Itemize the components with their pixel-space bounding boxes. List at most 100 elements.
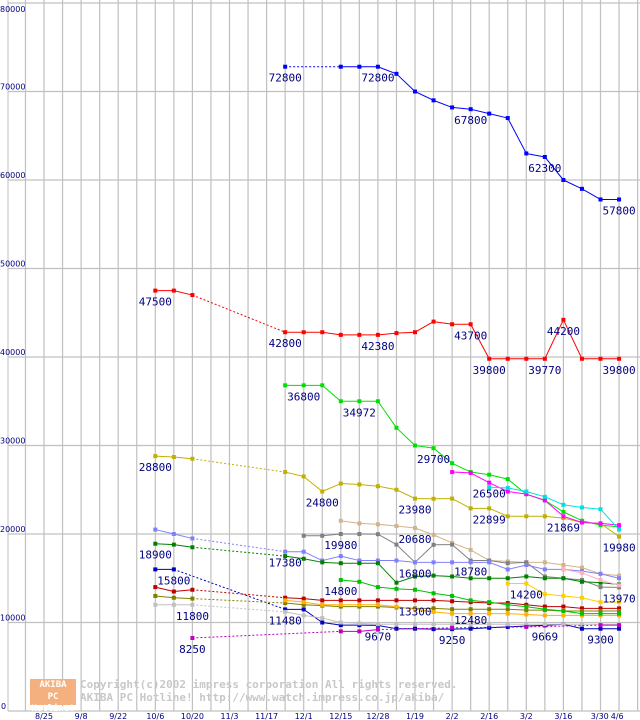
- series-6-point: [375, 522, 380, 527]
- series-8-point: [617, 576, 622, 581]
- series-8-point: [413, 560, 417, 565]
- series-2-point: [413, 443, 417, 448]
- series-9-point: [561, 576, 566, 581]
- series-16-point: [338, 602, 343, 607]
- series-14-point: [561, 622, 566, 627]
- series-2-point: [320, 383, 325, 388]
- series-11-point: [431, 627, 436, 632]
- series-2-point: [487, 472, 492, 477]
- series-3-point: [505, 514, 510, 519]
- series-7-segment: [489, 560, 508, 564]
- series-9-point: [320, 560, 325, 565]
- series-8-point: [431, 560, 436, 565]
- series-6-point: [542, 560, 547, 565]
- series-9-segment: [173, 544, 193, 548]
- series-9-segment: [581, 581, 601, 584]
- series-15-segment: [377, 627, 453, 631]
- data-label: 67800: [454, 114, 487, 127]
- series-9-point: [431, 573, 436, 578]
- series-16-segment: [285, 599, 304, 603]
- series-13-segment: [322, 605, 341, 608]
- series-13-point: [598, 608, 603, 613]
- series-0-point: [468, 107, 473, 112]
- data-label: 72800: [361, 72, 394, 85]
- series-11-point: [171, 567, 176, 572]
- series-12-segment: [563, 606, 582, 609]
- series-7-point: [598, 585, 603, 590]
- y-tick-label: 30000: [0, 437, 25, 446]
- series-8-point: [171, 532, 176, 536]
- series-5-segment: [507, 487, 527, 493]
- akiba-logo: AKIBA PC Hotline!: [30, 679, 76, 714]
- series-8-point: [598, 571, 603, 576]
- series-17-point: [617, 611, 622, 616]
- data-label: 19980: [324, 539, 357, 552]
- series-8-point: [190, 536, 195, 541]
- series-4-point: [524, 492, 529, 497]
- series-16-point: [375, 602, 380, 607]
- series-13-point: [171, 595, 176, 600]
- series-15-point: [338, 629, 343, 634]
- series-14-point: [468, 622, 473, 627]
- series-3-segment: [285, 471, 304, 477]
- series-13-point: [190, 596, 195, 601]
- data-label: 11800: [176, 610, 209, 623]
- series-6-segment: [396, 525, 416, 529]
- series-12-point: [171, 589, 176, 594]
- series-9-point: [357, 561, 362, 566]
- series-11-point: [338, 623, 343, 628]
- data-label: 47500: [139, 296, 172, 309]
- y-tick-label: 80000: [0, 5, 25, 14]
- y-tick-label: 40000: [0, 348, 25, 357]
- data-label: 36800: [287, 390, 320, 403]
- series-9-segment: [192, 546, 286, 557]
- series-13-segment: [155, 595, 174, 599]
- series-14-point: [375, 622, 380, 627]
- series-6-point: [468, 547, 473, 552]
- series-5-point: [579, 505, 584, 510]
- data-label: 39800: [473, 364, 506, 377]
- series-15-point: [617, 623, 622, 628]
- series-17-point: [561, 608, 566, 613]
- series-1-point: [171, 288, 176, 293]
- series-3-point: [338, 481, 343, 486]
- series-9-point: [413, 574, 417, 579]
- series-1-point: [301, 330, 306, 335]
- series-1-point: [413, 330, 417, 335]
- series-3-point: [301, 474, 306, 479]
- series-18-segment: [526, 583, 546, 595]
- series-16-point: [450, 611, 455, 616]
- series-0-point: [561, 178, 566, 182]
- series-8-point: [468, 560, 473, 565]
- data-label: 17380: [269, 557, 302, 570]
- series-0-segment: [563, 179, 583, 190]
- series-14-point: [394, 622, 399, 627]
- series-3-segment: [155, 455, 174, 458]
- data-label: 21869: [547, 521, 580, 534]
- series-1-point: [617, 356, 622, 361]
- data-label: 15800: [157, 574, 190, 587]
- series-6-segment: [544, 561, 564, 566]
- series-2-segment: [396, 427, 416, 446]
- series-2-segment: [507, 478, 527, 495]
- series-16-point: [394, 604, 399, 609]
- series-14-point: [542, 622, 547, 627]
- series-8-segment: [192, 537, 286, 553]
- series-14-point: [283, 609, 288, 614]
- data-label: 20680: [398, 533, 431, 546]
- series-0-segment: [433, 99, 453, 108]
- series-3-point: [375, 484, 380, 489]
- series-4-segment: [581, 521, 601, 524]
- series-11-point: [283, 607, 288, 612]
- series-11-point: [617, 626, 622, 631]
- series-13-point: [468, 607, 473, 612]
- series-5-point: [487, 485, 492, 490]
- series-2-segment: [433, 447, 453, 464]
- series-18-point: [598, 600, 603, 605]
- series-1-point: [505, 356, 510, 361]
- series-12-point: [561, 604, 566, 609]
- series-2-point: [375, 399, 380, 404]
- series-2-segment: [414, 445, 434, 449]
- series-5-segment: [563, 504, 583, 508]
- series-5-point: [617, 527, 622, 532]
